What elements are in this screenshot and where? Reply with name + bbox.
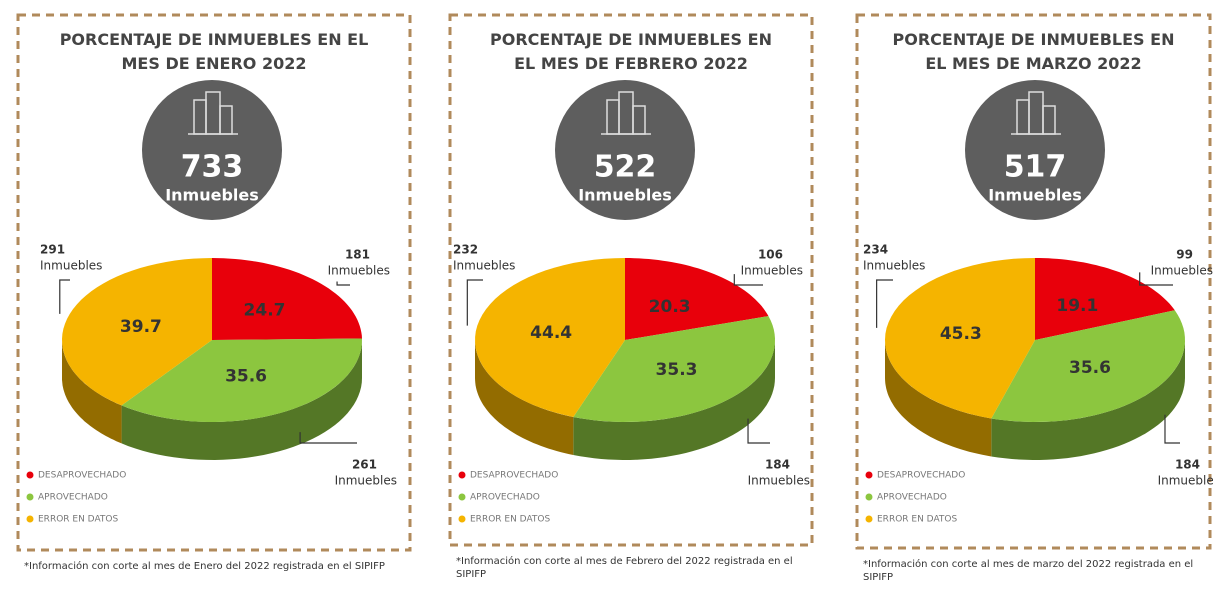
callout-line: [59, 279, 70, 314]
total-badge: [555, 80, 695, 220]
count-label: Inmuebles: [1151, 264, 1213, 278]
slice-label: 35.6: [225, 367, 267, 387]
legend-swatch: [26, 471, 34, 479]
legend-swatch: [458, 515, 466, 523]
total-badge: [142, 80, 282, 220]
slice-label: 19.1: [1056, 296, 1098, 316]
legend-label: DESAPROVECHADO: [877, 471, 965, 481]
count-label: Inmuebles: [335, 474, 397, 488]
slice-label: 45.3: [940, 324, 982, 344]
building-icon: [1011, 91, 1061, 135]
count-label: Inmuebles: [863, 259, 925, 273]
count-value: 184: [765, 458, 790, 472]
slice-label: 44.4: [530, 323, 572, 343]
footnote: *Información con corte al mes de Enero d…: [24, 561, 385, 572]
slice-label: 35.6: [1069, 358, 1111, 378]
slice-label: 24.7: [244, 301, 286, 321]
building-icon: [601, 91, 651, 135]
legend-label: APROVECHADO: [470, 493, 540, 503]
total-badge: [965, 80, 1105, 220]
total-value: 517: [1004, 150, 1067, 185]
chart-title: PORCENTAJE DE INMUEBLES EN EL MES DE FEB…: [490, 30, 772, 73]
slice-side: [885, 340, 992, 457]
footnote: *Información con corte al mes de marzo d…: [863, 559, 1194, 583]
slice: [1035, 258, 1175, 340]
legend-label: DESAPROVECHADO: [470, 471, 558, 481]
count-label: Inmuebles: [1158, 474, 1213, 488]
legend-swatch: [865, 515, 873, 523]
callout-line: [747, 418, 770, 444]
callout-line: [336, 281, 350, 286]
count-label: Inmuebles: [328, 264, 390, 278]
count-value: 261: [352, 458, 377, 472]
legend-swatch: [458, 471, 466, 479]
slice: [212, 258, 362, 340]
total-label: Inmuebles: [165, 186, 259, 205]
legend-swatch: [865, 493, 873, 501]
slice-label: 20.3: [649, 297, 691, 317]
callout-line: [466, 279, 483, 326]
count-value: 106: [758, 248, 783, 262]
slice: [475, 258, 625, 417]
legend-swatch: [865, 471, 873, 479]
count-value: 99: [1176, 248, 1193, 262]
slice-side: [62, 340, 122, 444]
total-value: 522: [594, 150, 657, 185]
building-icon: [188, 91, 238, 135]
panel-border: [16, 13, 412, 552]
legend-label: ERROR EN DATOS: [470, 515, 550, 525]
slice-label: 39.7: [120, 317, 162, 337]
callout-line: [733, 274, 763, 286]
legend-label: ERROR EN DATOS: [38, 515, 118, 525]
legend-label: APROVECHADO: [38, 493, 108, 503]
count-label: Inmuebles: [748, 474, 810, 488]
count-value: 232: [453, 243, 478, 257]
slice: [121, 338, 362, 422]
chart-title: PORCENTAJE DE INMUEBLES EN EL MES DE ENE…: [59, 30, 369, 73]
legend-label: ERROR EN DATOS: [877, 515, 957, 525]
callout-line: [876, 279, 893, 328]
total-label: Inmuebles: [988, 186, 1082, 205]
legend-swatch: [26, 493, 34, 501]
callout-line: [299, 432, 357, 444]
slice-side: [475, 340, 574, 455]
legend-swatch: [458, 493, 466, 501]
count-label: Inmuebles: [741, 264, 803, 278]
count-value: 181: [345, 248, 370, 262]
slice: [573, 316, 775, 422]
slice: [625, 258, 769, 340]
legend-swatch: [26, 515, 34, 523]
count-label: Inmuebles: [40, 259, 102, 273]
panel-border: [448, 13, 814, 547]
slice-side: [573, 340, 775, 460]
panel-border: [855, 13, 1212, 550]
callout-line: [1139, 272, 1173, 286]
slice: [885, 258, 1035, 419]
slice: [62, 258, 212, 406]
footnote: *Información con corte al mes de Febrero…: [456, 556, 793, 580]
count-value: 291: [40, 243, 65, 257]
total-value: 733: [181, 150, 244, 185]
total-label: Inmuebles: [578, 186, 672, 205]
count-value: 234: [863, 243, 888, 257]
count-label: Inmuebles: [453, 259, 515, 273]
slice-side: [121, 340, 362, 460]
legend-label: APROVECHADO: [877, 493, 947, 503]
count-value: 184: [1175, 458, 1200, 472]
chart-title: PORCENTAJE DE INMUEBLES EN EL MES DE MAR…: [892, 30, 1175, 73]
slice-label: 35.3: [656, 360, 698, 380]
callout-line: [1164, 414, 1180, 444]
slice-side: [991, 340, 1185, 460]
slice: [991, 310, 1185, 422]
legend-label: DESAPROVECHADO: [38, 471, 126, 481]
